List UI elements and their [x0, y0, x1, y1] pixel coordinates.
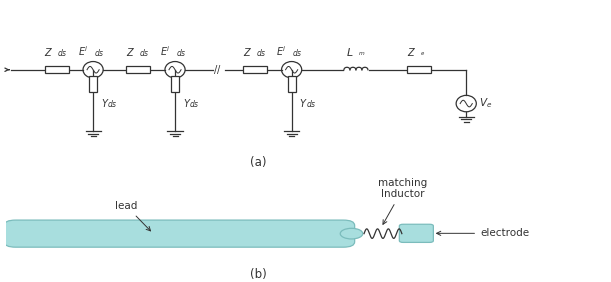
- FancyBboxPatch shape: [407, 66, 431, 73]
- Text: lead: lead: [115, 201, 150, 231]
- Text: $E^i$: $E^i$: [276, 45, 287, 58]
- Text: $Z$: $Z$: [243, 47, 252, 58]
- Text: $_e$: $_e$: [420, 49, 425, 58]
- Text: $E^i$: $E^i$: [160, 45, 170, 58]
- Text: $\mathsf{//}$: $\mathsf{//}$: [213, 63, 222, 76]
- Text: matching
Inductor: matching Inductor: [378, 178, 428, 224]
- Text: $ds$: $ds$: [189, 98, 200, 109]
- FancyBboxPatch shape: [171, 76, 179, 92]
- FancyBboxPatch shape: [89, 76, 97, 92]
- Text: (b): (b): [250, 268, 266, 281]
- Text: $Z$: $Z$: [45, 47, 53, 58]
- FancyBboxPatch shape: [45, 66, 68, 73]
- Text: $ds$: $ds$: [256, 47, 266, 58]
- Text: $Y$: $Y$: [299, 97, 308, 109]
- Text: $ds$: $ds$: [306, 98, 316, 109]
- Text: $V_e$: $V_e$: [479, 97, 492, 111]
- Text: $Z$: $Z$: [126, 47, 135, 58]
- Text: $ds$: $ds$: [57, 47, 68, 58]
- Text: $_m$: $_m$: [358, 49, 365, 58]
- Text: $Y$: $Y$: [101, 97, 109, 109]
- Text: $E^i$: $E^i$: [78, 45, 89, 58]
- Text: $Z$: $Z$: [408, 47, 417, 58]
- Text: $ds$: $ds$: [139, 47, 150, 58]
- FancyBboxPatch shape: [288, 76, 296, 92]
- Text: $ds$: $ds$: [107, 98, 117, 109]
- Text: (a): (a): [250, 156, 266, 169]
- Text: electrode: electrode: [437, 228, 529, 238]
- Text: $ds$: $ds$: [292, 47, 303, 58]
- FancyBboxPatch shape: [4, 220, 354, 247]
- Text: $L$: $L$: [346, 47, 353, 58]
- Text: $Y$: $Y$: [183, 97, 191, 109]
- FancyBboxPatch shape: [243, 66, 267, 73]
- FancyBboxPatch shape: [126, 66, 150, 73]
- Circle shape: [340, 228, 363, 239]
- Text: $ds$: $ds$: [175, 47, 186, 58]
- Text: $ds$: $ds$: [93, 47, 104, 58]
- FancyBboxPatch shape: [400, 224, 433, 243]
